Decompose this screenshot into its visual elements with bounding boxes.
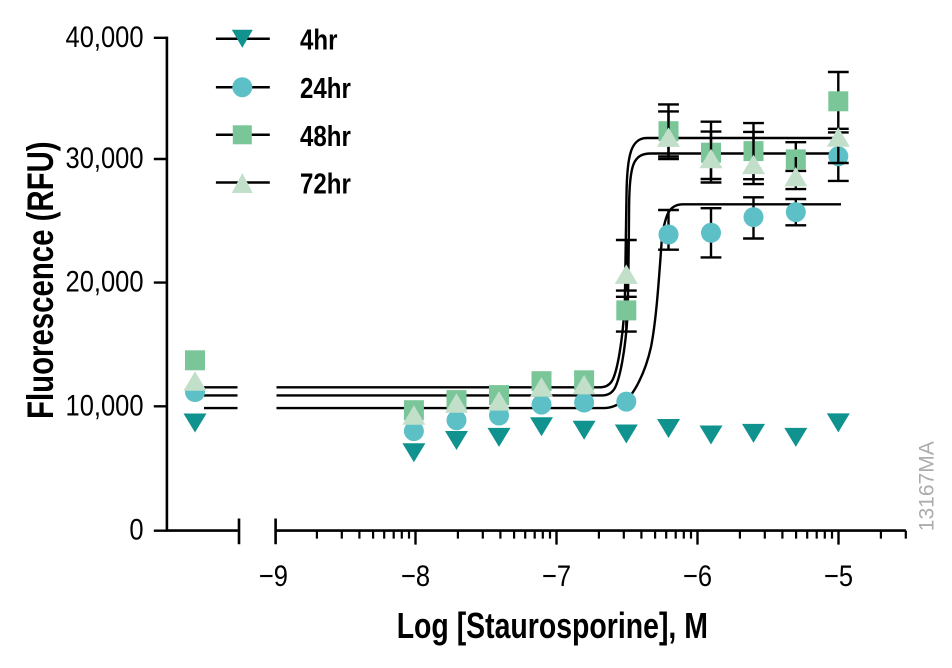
svg-text:−7: −7 (542, 559, 571, 592)
svg-text:24hr: 24hr (300, 72, 351, 105)
svg-text:Fluorescence (RFU): Fluorescence (RFU) (21, 141, 62, 419)
svg-text:−9: −9 (259, 559, 288, 592)
svg-text:48hr: 48hr (300, 120, 351, 153)
svg-text:10,000: 10,000 (66, 388, 144, 421)
svg-text:20,000: 20,000 (66, 265, 144, 298)
svg-text:4hr: 4hr (300, 24, 337, 57)
svg-text:13167MA: 13167MA (916, 441, 939, 531)
svg-text:0: 0 (129, 513, 143, 546)
svg-text:72hr: 72hr (300, 167, 351, 200)
svg-text:−5: −5 (824, 559, 853, 592)
svg-text:30,000: 30,000 (66, 141, 144, 174)
svg-text:40,000: 40,000 (66, 20, 144, 53)
svg-text:−8: −8 (401, 559, 430, 592)
svg-text:−6: −6 (683, 559, 712, 592)
svg-text:Log [Staurosporine], M: Log [Staurosporine], M (397, 606, 708, 646)
